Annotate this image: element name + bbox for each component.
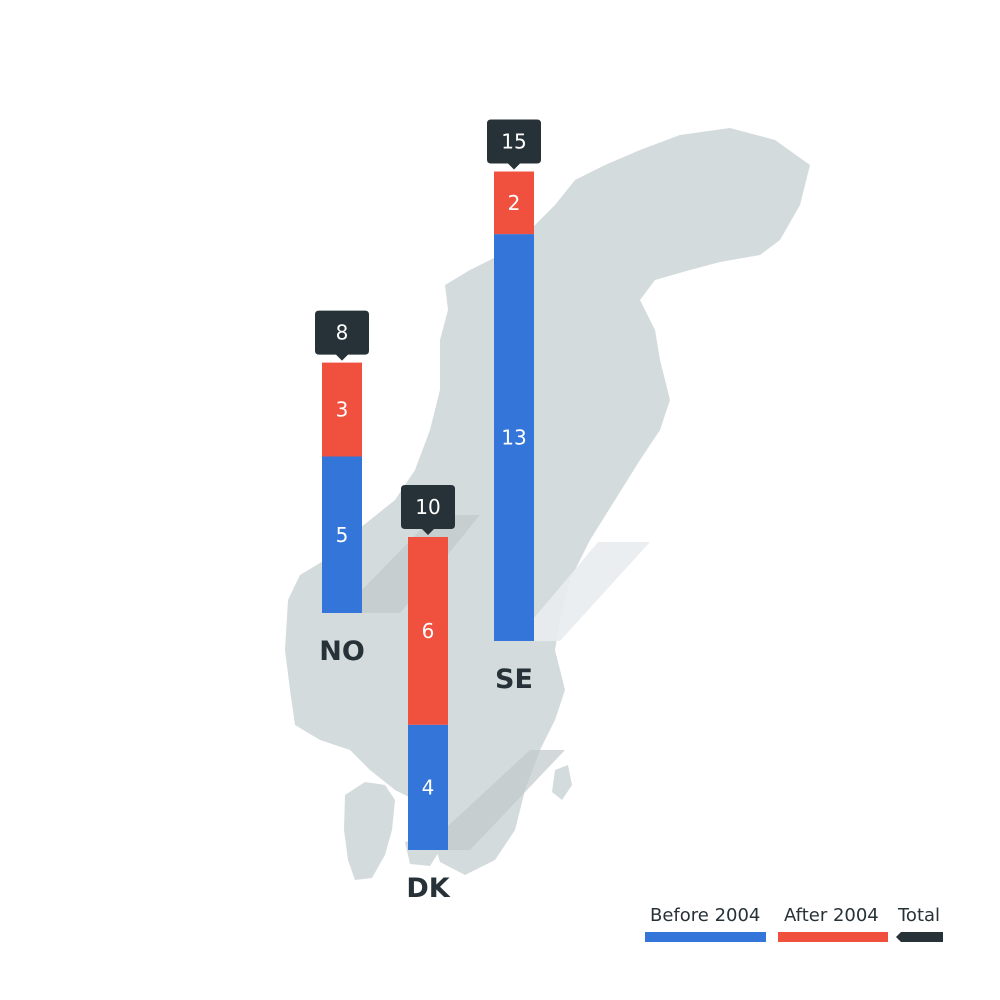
bar-no-before: [322, 456, 362, 613]
total-callout-dk: [401, 485, 455, 535]
total-callout-se: [487, 119, 541, 170]
legend-label-before: Before 2004: [650, 905, 760, 926]
legend: Before 2004 After 2004 Total: [645, 905, 943, 942]
bar-value-label-se-before: 13: [501, 426, 526, 450]
legend-swatch-total: [896, 932, 943, 942]
category-label-se: SE: [495, 664, 533, 695]
legend-label-after: After 2004: [784, 905, 879, 926]
legend-label-total: Total: [897, 905, 940, 926]
bar-se-after: [494, 171, 534, 235]
bar-dk-before: [408, 724, 448, 850]
map-gotland: [552, 765, 572, 800]
total-callout-no: [315, 310, 369, 361]
bar-value-label-se-after: 2: [508, 191, 521, 215]
legend-swatch-after: [778, 932, 888, 942]
bar-dk-after: [408, 537, 448, 725]
total-label-dk: 10: [415, 495, 440, 519]
total-label-se: 15: [501, 130, 526, 154]
map-denmark: [344, 782, 395, 880]
bar-shadow-dk: [448, 750, 565, 850]
bar-value-label-dk-before: 4: [422, 775, 435, 799]
bar-shadow-se: [534, 542, 650, 641]
total-label-no: 8: [336, 321, 349, 345]
category-label-dk: DK: [406, 873, 450, 904]
bar-value-label-no-after: 3: [336, 398, 349, 422]
legend-swatch-before: [645, 932, 766, 942]
bar-value-label-dk-after: 6: [422, 619, 435, 643]
bar-se-before: [494, 234, 534, 641]
category-label-no: NO: [319, 636, 365, 667]
bars-layer: 5 3 8 NO 4 6 10 DK 13 2 15 SE: [315, 119, 541, 904]
bar-no-after: [322, 362, 362, 457]
bar-value-label-no-before: 5: [336, 523, 349, 547]
